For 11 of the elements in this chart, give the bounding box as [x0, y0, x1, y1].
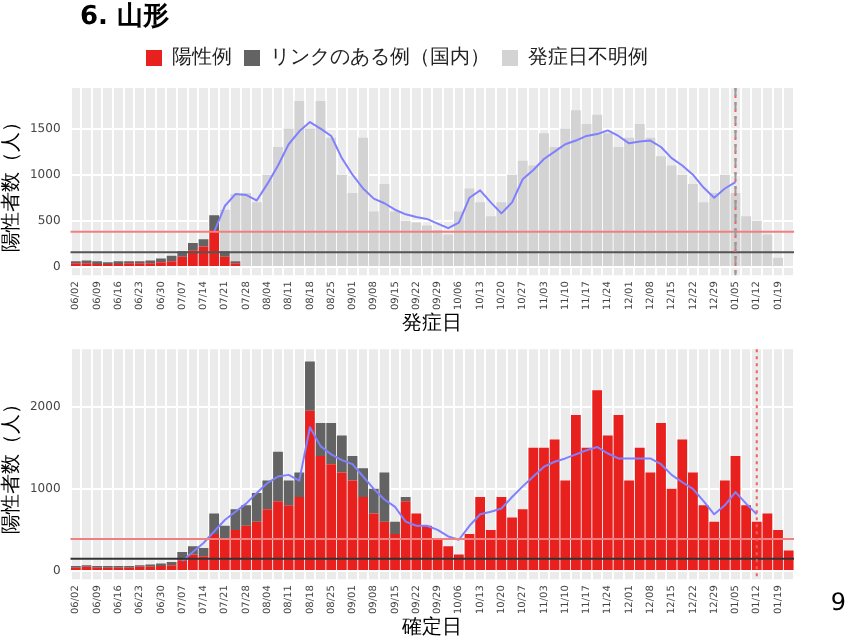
x-axis-title: 発症日	[402, 311, 463, 336]
legend-label: リンクのある例（国内）	[270, 45, 490, 70]
bar	[305, 361, 315, 411]
x-axis-title: 確定日	[400, 615, 463, 640]
legend-label: 陽性例	[172, 45, 232, 70]
legend-label: 発症日不明例	[528, 45, 648, 70]
y-axis-title: 陽性者数（人）	[0, 394, 24, 535]
y-axis-title: 陽性者数（人）	[0, 111, 24, 252]
text: 9	[830, 588, 846, 616]
bar	[390, 521, 400, 535]
chart-title: 6. 山形	[78, 0, 172, 36]
